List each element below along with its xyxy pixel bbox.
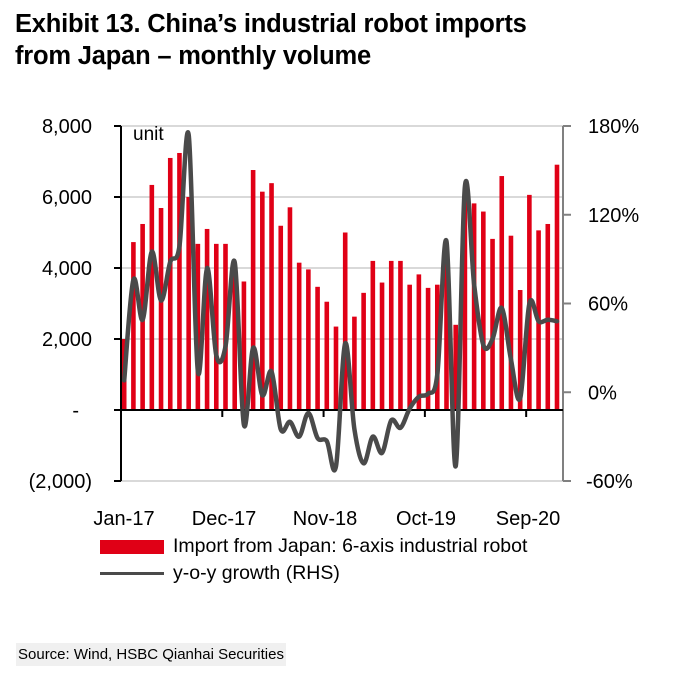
legend-item-bars: Import from Japan: 6-axis industrial rob…	[100, 533, 527, 560]
bar	[370, 260, 376, 410]
bar	[517, 290, 523, 410]
bar	[177, 152, 182, 411]
x-axis-label: Jan-17	[93, 508, 154, 530]
bar	[407, 284, 412, 410]
bar	[398, 260, 403, 410]
legend-label-line: y-o-y growth (RHS)	[173, 562, 340, 584]
title-line-1: Exhibit 13. China’s industrial robot imp…	[15, 10, 527, 38]
bar	[361, 292, 366, 410]
bar	[296, 262, 302, 410]
left-axis-label: 8,000	[42, 116, 92, 138]
bar	[499, 176, 505, 410]
unit-label: unit	[133, 124, 164, 145]
left-axis-label: 6,000	[42, 187, 92, 209]
title-line-2: from Japan – monthly volume	[15, 42, 371, 70]
bar	[167, 157, 173, 410]
bar	[416, 274, 422, 410]
bar	[204, 228, 210, 410]
chart-canvas: 8,000 6,000 4,000 2,000 - (2,000) 180% 120% 60%…	[29, 116, 640, 530]
right-axis-labels: 180% 120% 60% 0% -60%	[586, 116, 639, 493]
bar	[379, 282, 385, 410]
x-axis-label: Sep-20	[496, 508, 561, 530]
bar	[388, 260, 394, 410]
bar	[453, 324, 459, 410]
bar	[158, 208, 164, 410]
bar	[149, 184, 155, 410]
left-axis-label: 2,000	[42, 329, 92, 351]
right-axis-label: 180%	[588, 116, 639, 138]
bar	[324, 301, 330, 410]
bar	[260, 191, 265, 410]
bar	[213, 243, 219, 410]
bar	[471, 203, 477, 410]
bar	[306, 269, 311, 410]
bar	[195, 243, 201, 410]
left-axis-label: -	[72, 400, 79, 422]
bar	[250, 170, 256, 410]
bar	[287, 207, 293, 410]
left-axis-label: (2,000)	[29, 471, 92, 493]
bar	[278, 225, 284, 410]
bar	[333, 326, 339, 410]
x-axis-label: Oct-19	[396, 508, 456, 530]
yoy-growth-line	[121, 130, 560, 473]
legend-label-bars: Import from Japan: 6-axis industrial rob…	[173, 535, 528, 557]
bar	[315, 286, 320, 410]
bar	[232, 275, 238, 410]
left-axis-label: 4,000	[42, 258, 92, 280]
bar	[545, 223, 551, 410]
left-axis-labels: 8,000 6,000 4,000 2,000 - (2,000)	[29, 116, 92, 493]
x-axis-label: Dec-17	[192, 508, 256, 530]
bar	[481, 211, 486, 410]
x-axis-labels: Jan-17 Dec-17 Nov-18 Oct-19 Sep-20	[93, 508, 560, 530]
right-axis-label: 120%	[588, 205, 639, 227]
legend-bar-swatch	[100, 539, 164, 554]
bar	[508, 235, 514, 410]
right-axis-label: 0%	[588, 382, 617, 404]
x-axis-label: Nov-18	[293, 508, 357, 530]
source-note: Source: Wind, HSBC Qianhai Securities	[16, 643, 286, 666]
bar	[352, 316, 357, 410]
bar	[425, 287, 431, 410]
chart-title: Exhibit 13. China’s industrial robot imp…	[15, 8, 665, 72]
bar	[554, 164, 560, 410]
bar	[241, 281, 247, 410]
bar	[462, 188, 468, 410]
bar	[444, 257, 449, 410]
bar	[342, 232, 348, 410]
legend: Import from Japan: 6-axis industrial rob…	[100, 533, 527, 587]
bar	[490, 238, 495, 410]
bar	[269, 183, 274, 410]
right-axis-label: 60%	[588, 294, 628, 316]
legend-line-swatch	[100, 572, 164, 575]
bar	[131, 242, 136, 410]
legend-item-line: y-o-y growth (RHS)	[100, 560, 527, 587]
bar	[186, 197, 191, 410]
right-axis-label: -60%	[586, 471, 633, 493]
